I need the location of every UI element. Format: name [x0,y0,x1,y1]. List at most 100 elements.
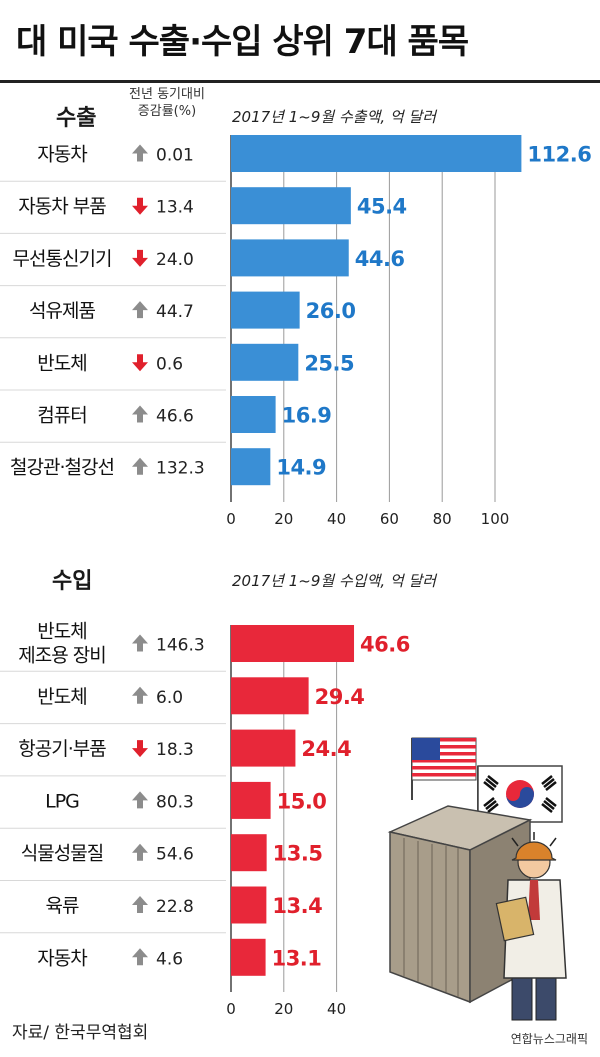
import-bar [231,625,355,662]
import-tick-label: 20 [274,1000,293,1018]
export-bar [231,239,349,277]
import-up-arrow-icon [132,634,148,652]
export-up-arrow-icon [132,144,148,162]
import-bar [231,729,296,767]
import-change-value: 54.6 [156,845,194,865]
export-down-arrow-icon [132,249,148,267]
export-value-label: 25.5 [304,351,354,375]
export-up-arrow-icon [132,405,148,423]
import-up-arrow-icon [132,791,148,809]
import-value-label: 46.6 [360,633,410,657]
import-tick-label: 0 [226,1000,236,1018]
export-value-label: 14.9 [276,456,326,480]
export-up-arrow-icon [132,301,148,319]
import-up-arrow-icon [132,948,148,966]
import-value-label: 24.4 [301,737,351,761]
credit: 연합뉴스그래픽 [510,1032,588,1046]
export-down-arrow-icon [132,197,148,215]
export-change-value: 132.3 [156,459,205,479]
import-up-arrow-icon [132,843,148,861]
export-tick-label: 80 [433,510,452,528]
import-category-label: 식물성물질 [21,843,103,865]
import-value-label: 13.4 [272,894,322,918]
import-value-label: 15.0 [277,789,327,813]
change-header: 전년 동기대비 증감률(%) [108,86,226,120]
change-header-line-1: 전년 동기대비 [129,87,205,102]
export-bar [231,396,276,433]
export-value-label: 26.0 [306,299,356,323]
export-category-label: 석유제품 [29,300,95,322]
export-change-value: 0.01 [156,146,194,166]
export-value-label: 45.4 [357,195,407,219]
import-category-label: 육류 [46,895,79,917]
export-up-arrow-icon [132,457,148,475]
import-change-value: 4.6 [156,949,183,969]
export-change-value: 0.6 [156,354,183,374]
export-tick-label: 0 [226,510,236,528]
import-down-arrow-icon [132,740,148,758]
export-value-label: 112.6 [527,143,591,167]
export-tick-label: 20 [274,510,293,528]
export-tick-label: 40 [327,510,346,528]
import-up-arrow-icon [132,896,148,913]
import-bar [231,938,266,976]
export-bar [231,448,271,486]
import-category-label: LPG [45,790,79,812]
source-note: 자료/ 한국무역협회 [12,1023,149,1043]
export-change-value: 46.6 [156,407,194,427]
worker-icon [495,832,567,1021]
import-value-label: 13.1 [272,946,322,970]
export-category-label: 컴퓨터 [37,405,86,427]
export-tick-label: 60 [380,510,399,528]
export-value-label: 44.6 [355,247,405,271]
export-value-label: 16.9 [282,404,332,428]
import-category-label: 반도체 [37,686,86,708]
import-change-value: 6.0 [156,688,183,708]
import-change-value: 80.3 [156,792,194,812]
import-up-arrow-icon [132,686,148,704]
export-section-label: 수출 [56,106,97,131]
import-category-label: 제조용 장비 [18,645,105,667]
import-category-label: 자동차 [37,947,87,969]
export-change-value: 44.7 [156,302,194,322]
import-bar [231,781,271,819]
page-title: 대 미국 수출·수입 상위 7대 품목 [16,22,469,62]
change-header-line-2: 증감률(%) [137,104,197,119]
import-unit-note: 2017년 1~9월 수입액, 억 달러 [232,572,437,590]
import-change-value: 18.3 [156,740,194,760]
export-category-label: 무선통신기기 [13,248,112,270]
export-category-label: 반도체 [37,352,86,374]
export-bar [231,291,300,329]
export-bar [231,343,299,381]
export-category-label: 자동차 부품 [18,196,106,218]
import-change-value: 22.8 [156,897,194,917]
import-category-label: 항공기·부품 [18,738,106,760]
import-bar [231,677,309,715]
export-tick-label: 100 [481,510,510,528]
import-category-label: 반도체 [37,621,86,643]
export-category-label: 자동차 [37,144,87,166]
import-section-label: 수입 [52,569,93,594]
import-value-label: 13.5 [273,842,323,866]
import-change-value: 146.3 [156,636,205,656]
import-bar [231,886,267,924]
export-change-value: 13.4 [156,198,194,218]
export-unit-note: 2017년 1~9월 수출액, 억 달러 [232,108,437,126]
export-category-label: 철강관·철강선 [10,457,114,479]
us-flag-icon [411,737,477,800]
korea-flag-icon [477,765,563,830]
title-rule [0,80,600,83]
title-area: 대 미국 수출·수입 상위 7대 품목 [0,0,600,80]
import-tick-label: 40 [327,1000,346,1018]
export-chart: 0 20 40 60 80 100 112.6 자동차 0.01 45.4 자동차 부품 13.4 44… [0,135,592,528]
export-bar [231,135,522,172]
illustration [387,737,567,1021]
export-down-arrow-icon [132,354,148,372]
export-bar [231,187,351,225]
export-change-value: 24.0 [156,250,194,270]
import-bar [231,834,267,872]
import-value-label: 29.4 [315,685,365,709]
